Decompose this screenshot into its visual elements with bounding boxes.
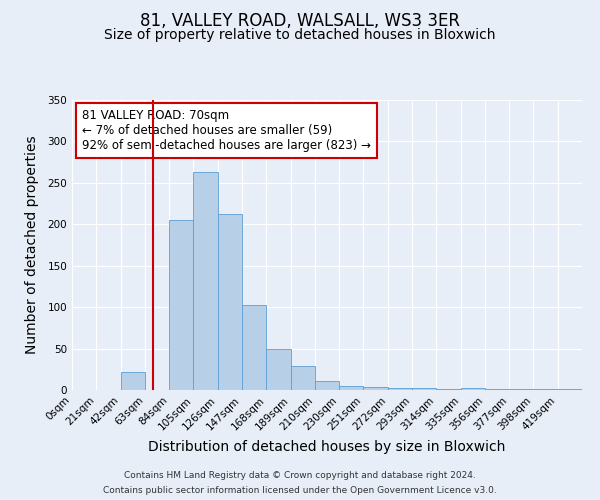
Bar bbox=[193, 172, 218, 390]
Bar bbox=[290, 366, 315, 390]
Bar bbox=[485, 389, 509, 390]
Text: Size of property relative to detached houses in Bloxwich: Size of property relative to detached ho… bbox=[104, 28, 496, 42]
Bar bbox=[364, 386, 388, 390]
Text: Contains HM Land Registry data © Crown copyright and database right 2024.: Contains HM Land Registry data © Crown c… bbox=[124, 471, 476, 480]
Bar bbox=[121, 372, 145, 390]
Bar bbox=[533, 389, 558, 390]
Bar bbox=[461, 388, 485, 390]
Bar bbox=[412, 388, 436, 390]
Bar bbox=[436, 389, 461, 390]
Bar bbox=[242, 304, 266, 390]
Bar bbox=[339, 386, 364, 390]
Text: 81 VALLEY ROAD: 70sqm
← 7% of detached houses are smaller (59)
92% of semi-detac: 81 VALLEY ROAD: 70sqm ← 7% of detached h… bbox=[82, 108, 371, 152]
Bar bbox=[266, 348, 290, 390]
Bar bbox=[558, 389, 582, 390]
Text: Contains public sector information licensed under the Open Government Licence v3: Contains public sector information licen… bbox=[103, 486, 497, 495]
Bar bbox=[218, 214, 242, 390]
Bar bbox=[388, 388, 412, 390]
X-axis label: Distribution of detached houses by size in Bloxwich: Distribution of detached houses by size … bbox=[148, 440, 506, 454]
Y-axis label: Number of detached properties: Number of detached properties bbox=[25, 136, 39, 354]
Bar bbox=[315, 381, 339, 390]
Text: 81, VALLEY ROAD, WALSALL, WS3 3ER: 81, VALLEY ROAD, WALSALL, WS3 3ER bbox=[140, 12, 460, 30]
Bar bbox=[169, 220, 193, 390]
Bar bbox=[509, 389, 533, 390]
